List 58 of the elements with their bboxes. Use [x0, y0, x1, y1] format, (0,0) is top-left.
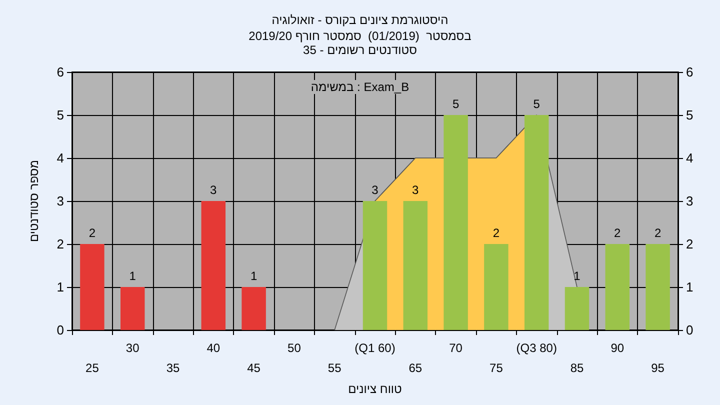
- bar: [564, 287, 590, 330]
- y-tick-label: 6: [56, 64, 64, 80]
- y-tick-label: 0: [56, 322, 64, 338]
- chart-title: היסטוגרמת ציונים בקורס - זואולוגיה: [272, 13, 448, 27]
- y-tick-label: 2: [56, 236, 64, 252]
- x-axis-title: טווח ציונים: [348, 382, 402, 396]
- data-label: 3: [412, 183, 420, 197]
- bar: [605, 244, 630, 330]
- bar: [201, 201, 226, 330]
- chart-subtitle: בסמסטר (01/2019) סמסטר חורף 2019/20 סטודנטים רשומים - 35: [248, 29, 472, 57]
- x-tick-label: 75: [490, 361, 504, 375]
- data-label: 1: [574, 269, 581, 283]
- bar: [646, 244, 670, 330]
- bar: [403, 201, 428, 330]
- data-label: 1: [250, 269, 258, 283]
- bar: [444, 115, 468, 330]
- x-tick-label: 40: [206, 341, 220, 355]
- x-tick-label: (Q3 80): [516, 341, 557, 355]
- x-tick-label: 30: [126, 341, 140, 355]
- y-axis-title: מספר סטודנטים: [27, 160, 41, 242]
- y2-tick-label: 0: [686, 322, 694, 338]
- annotation: במשימה : Exam_B: [310, 80, 410, 94]
- y2-tick-label: 5: [686, 108, 694, 122]
- data-label: 5: [452, 97, 460, 111]
- x-tick-label: 45: [247, 361, 261, 375]
- y2-tick-label: 2: [686, 236, 694, 252]
- x-tick-label: 50: [288, 341, 302, 355]
- data-label: 5: [533, 97, 540, 111]
- bar: [524, 115, 549, 330]
- x-tick-label: 70: [449, 341, 463, 355]
- x-tick-label: 65: [408, 361, 422, 375]
- y2-tick-label: 1: [686, 280, 694, 294]
- data-label: 2: [492, 226, 500, 240]
- bar: [80, 244, 104, 330]
- data-label: 1: [129, 269, 136, 283]
- x-tick-label: (Q1 60): [354, 341, 396, 355]
- data-label: 2: [614, 226, 622, 240]
- bar: [242, 287, 266, 330]
- data-label: 3: [210, 183, 218, 197]
- bar: [362, 201, 388, 330]
- data-label: 3: [372, 183, 379, 197]
- data-label: 2: [654, 226, 662, 240]
- bar: [120, 287, 145, 330]
- y-tick-label: 5: [56, 108, 64, 122]
- x-tick-label: 90: [610, 341, 624, 355]
- y2-tick-label: 6: [686, 64, 694, 80]
- y-tick-label: 3: [56, 194, 64, 208]
- x-tick-label: 55: [328, 361, 342, 375]
- x-tick-label: 95: [651, 361, 665, 375]
- y-tick-label: 1: [56, 280, 64, 294]
- y2-tick-label: 4: [686, 150, 694, 166]
- data-label: 2: [88, 226, 96, 240]
- x-tick-label: 85: [570, 361, 584, 375]
- x-tick-label: 25: [86, 361, 100, 375]
- y-tick-label: 4: [56, 150, 64, 166]
- x-tick-label: 35: [166, 361, 180, 375]
- y2-tick-label: 3: [686, 194, 694, 208]
- bar: [484, 244, 508, 330]
